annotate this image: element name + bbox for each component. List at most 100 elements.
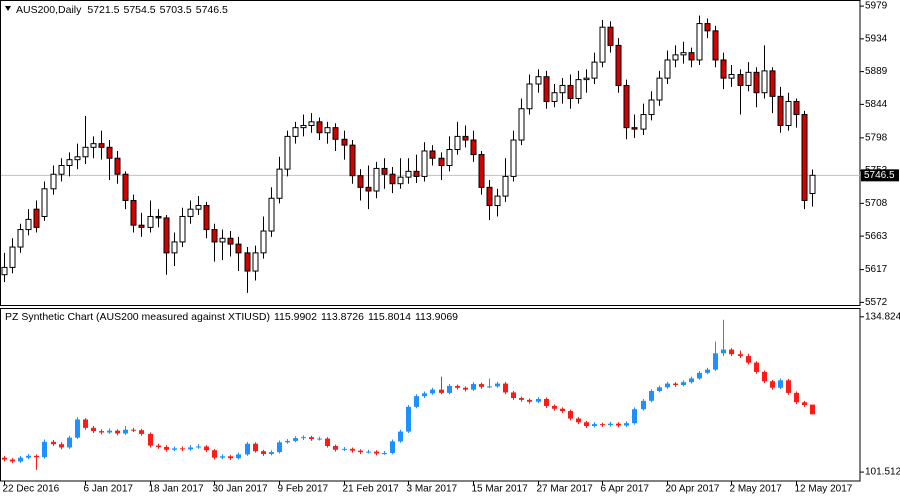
candle-body <box>138 224 145 228</box>
candle-body <box>502 175 509 197</box>
candle-body <box>147 215 154 228</box>
candle-body <box>58 165 65 175</box>
candle-body <box>219 237 226 243</box>
candle-body <box>106 146 113 159</box>
candle-body <box>429 150 436 159</box>
candle-body <box>713 353 718 370</box>
candle-body <box>342 448 347 450</box>
candle-body <box>374 451 379 454</box>
candle-body <box>576 418 581 423</box>
candle-body <box>810 404 815 415</box>
candle-body <box>366 451 371 453</box>
header-open: 5721.5 <box>87 4 119 16</box>
candle-body <box>632 409 637 424</box>
price-tag-label: 5746.5 <box>864 170 895 181</box>
candle-body <box>236 454 241 459</box>
candle-body <box>188 447 193 450</box>
candle-body <box>413 170 420 177</box>
candle-body <box>293 438 298 441</box>
candle-body <box>269 452 274 454</box>
candle-body <box>33 208 40 228</box>
candle-body <box>761 70 768 94</box>
sub-pane <box>0 308 861 482</box>
x-tick-label: 20 Apr 2017 <box>666 484 720 495</box>
candle-body <box>382 453 387 455</box>
candle-body <box>204 446 209 451</box>
candle-body <box>196 446 201 448</box>
candle-body <box>778 380 783 388</box>
candle-body <box>705 369 710 373</box>
candle-body <box>738 354 743 357</box>
candle-body <box>414 396 419 407</box>
candle-body <box>244 252 251 272</box>
candle-body <box>478 154 485 188</box>
candle-body <box>575 79 582 100</box>
x-tick-label: 30 Jan 2017 <box>213 484 268 495</box>
candle-body <box>591 61 598 79</box>
candle-body <box>405 170 412 178</box>
x-tick-label: 22 Dec 2016 <box>3 484 60 495</box>
candle-body <box>123 429 128 434</box>
candle-body <box>552 405 557 409</box>
candle-body <box>26 455 31 458</box>
candle-body <box>560 408 565 412</box>
candle-body <box>107 430 112 433</box>
candle-body <box>155 215 162 219</box>
candle-body <box>156 445 161 447</box>
candle-body <box>769 70 776 97</box>
candle-body <box>680 52 687 56</box>
candle-body <box>728 74 735 79</box>
header-high: 5754.5 <box>124 4 156 16</box>
candle-body <box>148 433 153 446</box>
candle-body <box>720 59 727 79</box>
candle-body <box>316 121 323 134</box>
candle-body <box>350 448 355 451</box>
candle-body <box>42 441 47 458</box>
candle-body <box>203 205 210 231</box>
candle-body <box>785 100 792 126</box>
header-close: 5746.5 <box>196 4 228 16</box>
candle-body <box>59 444 64 448</box>
candle-body <box>544 398 549 406</box>
candle-body <box>66 159 73 167</box>
chart-title: AUS200,Daily <box>16 4 82 16</box>
candle-body <box>696 23 703 61</box>
chart-header: AUS200,Daily 5721.5 5754.5 5703.5 5746.5 <box>16 4 228 16</box>
candle-body <box>592 424 597 426</box>
candle-body <box>284 135 291 170</box>
candle-body <box>358 450 363 453</box>
candle-body <box>211 229 218 243</box>
x-tick-label: 2 May 2017 <box>730 484 783 495</box>
header-high: 113.8726 <box>321 311 364 323</box>
candle-body <box>17 229 24 248</box>
candle-body <box>673 383 678 385</box>
candle-body <box>777 95 784 126</box>
x-tick-label: 15 Mar 2017 <box>472 484 529 495</box>
candle-body <box>67 437 72 448</box>
candle-body <box>624 423 629 426</box>
x-tick-label: 6 Jan 2017 <box>84 484 134 495</box>
candle-body <box>397 176 404 185</box>
candle-body <box>793 100 800 116</box>
candle-body <box>253 443 258 452</box>
x-tick-label: 9 Feb 2017 <box>278 484 329 495</box>
candle-body <box>325 438 330 447</box>
candle-body <box>648 99 655 116</box>
candle-body <box>398 431 403 442</box>
y-tick-label: 5889 <box>865 66 888 77</box>
candle-body <box>802 402 807 406</box>
candle-body <box>341 138 348 146</box>
candle-body <box>439 389 444 393</box>
candle-body <box>9 246 16 268</box>
candle-body <box>462 135 469 141</box>
candle-body <box>446 148 453 167</box>
candle-body <box>50 173 57 190</box>
candle-body <box>333 446 338 450</box>
candle-body <box>470 139 477 156</box>
candle-body <box>2 457 7 460</box>
y-tick-label: 134.8248 <box>865 311 900 322</box>
candle-body <box>91 427 96 432</box>
header-close: 113.9069 <box>415 311 458 323</box>
candle-body <box>583 77 590 81</box>
candle-body <box>277 442 282 453</box>
